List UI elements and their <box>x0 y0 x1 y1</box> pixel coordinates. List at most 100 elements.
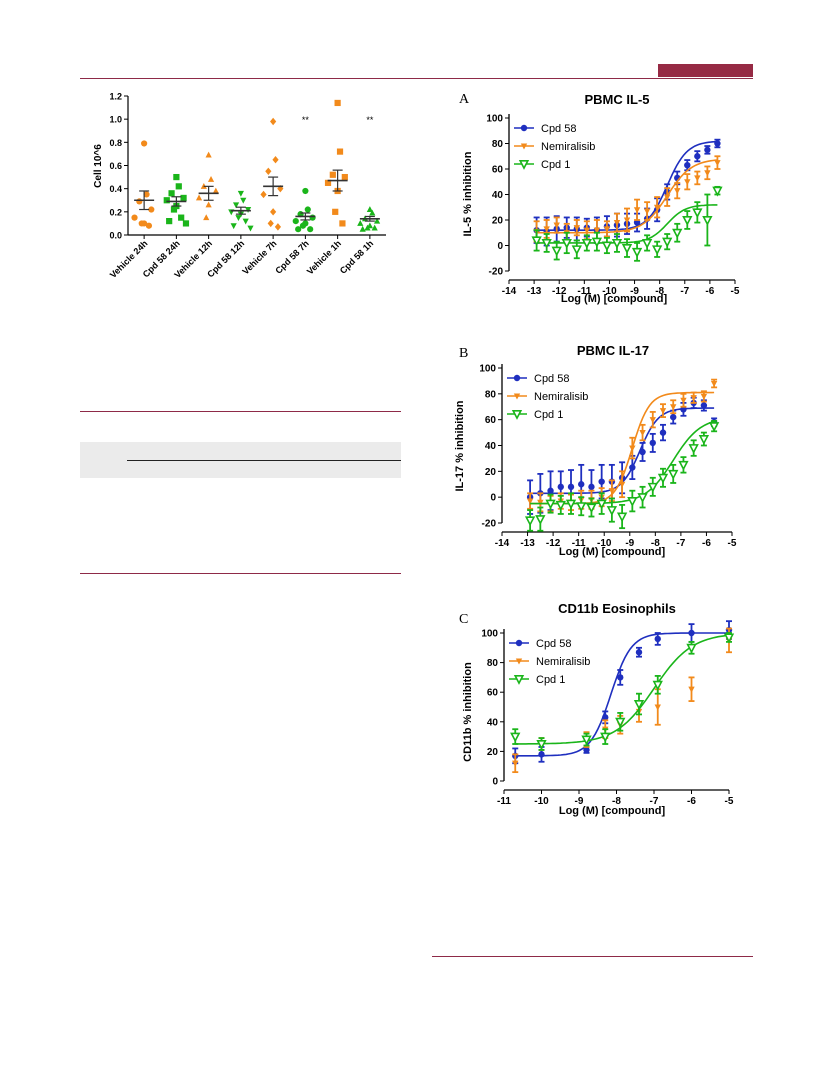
data-point <box>680 406 687 413</box>
pbmc-il17-chart: PBMC IL-17 Log (M) [compound] IL-17 % in… <box>454 343 737 558</box>
data-point <box>166 218 173 225</box>
data-point <box>235 215 242 222</box>
data-point <box>212 187 219 194</box>
data-point <box>633 219 641 226</box>
significance-marker: ** <box>302 115 310 125</box>
data-point <box>593 227 601 234</box>
data-point <box>173 173 180 181</box>
data-point <box>698 435 710 445</box>
x-tick-label: -9 <box>575 796 584 807</box>
legend-marker <box>515 639 523 647</box>
table-header-underline <box>127 460 401 461</box>
data-point <box>543 226 550 233</box>
data-point <box>535 515 546 526</box>
dotplot-ylabel: Cell 10^6 <box>93 144 104 188</box>
y-tick-label: -20 <box>489 267 504 278</box>
data-point <box>373 217 381 224</box>
data-point <box>138 220 145 227</box>
data-point <box>547 487 554 494</box>
il17-ylabel: IL-17 % inhibition <box>454 400 466 491</box>
x-tick-label: -6 <box>702 538 711 549</box>
data-point <box>591 237 603 248</box>
data-point <box>643 208 651 215</box>
data-point <box>682 216 693 226</box>
dotplot-ytick-label: 0.4 <box>109 184 122 194</box>
data-point <box>633 700 645 710</box>
data-point <box>684 161 691 169</box>
data-point <box>145 222 153 229</box>
data-point <box>659 408 667 415</box>
data-point <box>606 506 618 516</box>
data-point <box>247 225 254 232</box>
x-tick-label: -7 <box>650 796 659 807</box>
data-point <box>205 151 212 158</box>
data-point <box>583 746 590 754</box>
data-point <box>536 739 547 750</box>
x-tick-label: -9 <box>630 286 639 297</box>
x-tick-label: -9 <box>625 538 634 549</box>
data-point <box>512 760 519 767</box>
data-point <box>654 635 661 643</box>
legend-label: Cpd 1 <box>541 159 570 171</box>
dotplot-category-label: Vehicle 7h <box>240 238 278 276</box>
data-point <box>555 500 566 511</box>
footer-rule <box>432 956 753 957</box>
x-tick-label: -7 <box>676 538 685 549</box>
x-tick-label: -11 <box>572 538 586 549</box>
legend-marker <box>518 160 530 170</box>
dotplot-category-label: Vehicle 1h <box>305 238 343 276</box>
data-point <box>526 498 534 505</box>
panel-letter-c: C <box>459 612 468 627</box>
x-tick-label: -13 <box>520 538 535 549</box>
data-point <box>295 226 302 233</box>
data-point <box>680 397 687 404</box>
data-point <box>510 732 521 743</box>
x-tick-label: -6 <box>687 796 696 807</box>
data-point <box>359 225 366 232</box>
legend-label: Cpd 1 <box>536 674 565 686</box>
data-point <box>639 430 646 437</box>
panel-letter-a: A <box>459 92 470 107</box>
data-point <box>571 245 582 256</box>
data-point <box>170 206 178 213</box>
dotplot-ytick-label: 0.6 <box>109 161 122 171</box>
y-tick-label: 0 <box>492 777 498 788</box>
data-point <box>616 512 628 523</box>
x-tick-label: -5 <box>728 538 737 549</box>
x-tick-label: -11 <box>497 796 511 807</box>
data-point <box>668 469 679 480</box>
legend-label: Cpd 58 <box>536 638 571 650</box>
legend-label: Cpd 1 <box>534 409 563 421</box>
y-tick-label: 60 <box>487 688 499 699</box>
y-tick-label: 80 <box>487 658 499 669</box>
il5-ylabel: IL-5 % inhibition <box>462 151 474 236</box>
x-tick-label: -12 <box>546 538 561 549</box>
data-point <box>242 218 249 225</box>
data-point <box>600 732 611 743</box>
data-point <box>586 503 597 514</box>
data-point <box>270 117 277 126</box>
data-point <box>578 481 585 488</box>
data-point <box>178 214 185 221</box>
y-tick-label: 100 <box>481 629 498 640</box>
x-tick-label: -8 <box>655 286 664 297</box>
data-point <box>371 224 378 231</box>
data-point <box>299 222 307 229</box>
y-tick-label: 20 <box>487 747 499 758</box>
data-point <box>618 481 626 488</box>
data-point <box>690 395 697 402</box>
data-point <box>611 238 623 249</box>
data-point <box>615 717 626 728</box>
data-point <box>369 209 376 216</box>
header-accent-bar <box>658 64 753 77</box>
data-point <box>341 173 348 181</box>
significance-marker: ** <box>366 115 374 125</box>
data-point <box>237 190 244 197</box>
data-point <box>588 483 595 491</box>
legend-marker <box>520 124 528 132</box>
data-point <box>524 516 536 527</box>
data-point <box>608 488 616 495</box>
data-point <box>332 208 339 215</box>
data-point <box>302 187 309 195</box>
data-point <box>649 417 656 424</box>
